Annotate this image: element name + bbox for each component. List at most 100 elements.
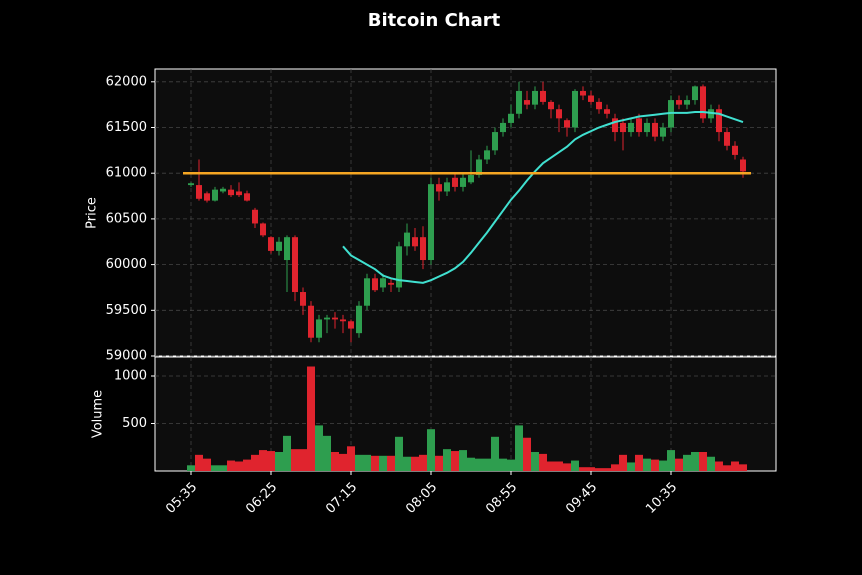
candle-body [220, 188, 226, 192]
candle-body [660, 127, 666, 137]
volume-bar [691, 452, 699, 471]
volume-bar [379, 455, 387, 471]
volume-bar [699, 452, 707, 471]
candle-body [236, 191, 242, 196]
candle-body [532, 90, 538, 105]
candle-body [564, 120, 570, 128]
volume-bar [571, 460, 579, 471]
volume-bar [555, 461, 563, 471]
volume-bar [739, 464, 747, 471]
candle-body [388, 282, 394, 285]
candle-body [380, 278, 386, 288]
candle-body [484, 150, 490, 160]
candle-body [452, 177, 458, 187]
candle-body [620, 122, 626, 133]
volume-bar [259, 450, 267, 471]
volume-bar [563, 463, 571, 471]
candle-body [516, 90, 522, 114]
candle-body [404, 232, 410, 247]
volume-bar [619, 454, 627, 471]
candle-body [292, 237, 298, 293]
volume-bar [675, 458, 683, 471]
volume-bar [307, 366, 315, 471]
candle-body [468, 175, 474, 183]
volume-bar [387, 455, 395, 471]
volume-bar [531, 452, 539, 471]
volume-bar [219, 465, 227, 471]
volume-bar [483, 458, 491, 471]
volume-tick-label: 500 [122, 416, 147, 431]
y-tick-label: 61500 [106, 120, 147, 135]
candle-body [508, 113, 514, 123]
volume-bar [523, 437, 531, 471]
candle-body [356, 305, 362, 334]
volume-bar [227, 460, 235, 471]
candle-body [548, 101, 554, 110]
volume-bar [667, 450, 675, 471]
volume-bar [427, 429, 435, 471]
volume-bar [331, 452, 339, 471]
candle-body [740, 159, 746, 172]
candle-body [436, 184, 442, 192]
candle-body [228, 189, 234, 196]
y-tick-label: 62000 [106, 74, 147, 89]
candle-body [492, 132, 498, 151]
candle-body [612, 118, 618, 133]
candle-body [428, 184, 434, 261]
volume-bar [627, 462, 635, 471]
chart-title: Bitcoin Chart [368, 10, 501, 31]
candle-body [700, 86, 706, 119]
candle-body [572, 90, 578, 128]
volume-bar [587, 467, 595, 471]
candle-body [412, 237, 418, 247]
volume-bar [539, 453, 547, 471]
candle-body [316, 319, 322, 338]
candle-body [604, 109, 610, 114]
candle-body [188, 183, 194, 186]
volume-bar [467, 457, 475, 471]
volume-bar [715, 461, 723, 471]
volume-bar [723, 465, 731, 471]
candle-body [300, 292, 306, 306]
volume-bar [315, 425, 323, 471]
volume-bar [411, 456, 419, 471]
volume-bar [363, 454, 371, 471]
candle-body [500, 122, 506, 133]
volume-bar [291, 449, 299, 471]
candle-body [588, 95, 594, 102]
volume-bar [403, 456, 411, 471]
candle-body [476, 159, 482, 176]
volume-bar [371, 455, 379, 471]
volume-bar [443, 449, 451, 471]
candle-body [460, 177, 466, 187]
candle-body [332, 317, 338, 320]
volume-bar [275, 452, 283, 471]
volume-bar [595, 468, 603, 471]
volume-tick-label: 1000 [114, 369, 147, 384]
candle-body [340, 319, 346, 322]
volume-bar [395, 436, 403, 471]
y-tick-label: 60000 [106, 257, 147, 272]
volume-bar [203, 458, 211, 471]
candle-body [628, 122, 634, 133]
volume-bar [603, 468, 611, 471]
candle-body [276, 241, 282, 251]
candle-body [724, 132, 730, 146]
volume-bar [683, 454, 691, 471]
volume-bar [547, 461, 555, 471]
candle-body [212, 189, 218, 201]
y-axis-label: Price [85, 197, 100, 229]
candle-body [204, 193, 210, 201]
candle-body [732, 145, 738, 155]
volume-bar [435, 455, 443, 471]
candle-body [284, 237, 290, 261]
candle-body [676, 100, 682, 105]
volume-bar [347, 446, 355, 471]
volume-axis-label: Volume [91, 390, 106, 438]
candle-body [540, 90, 546, 102]
candle-body [252, 209, 258, 224]
candle-body [348, 321, 354, 329]
volume-bar [211, 465, 219, 471]
volume-bar [475, 458, 483, 471]
volume-bar [507, 459, 515, 471]
